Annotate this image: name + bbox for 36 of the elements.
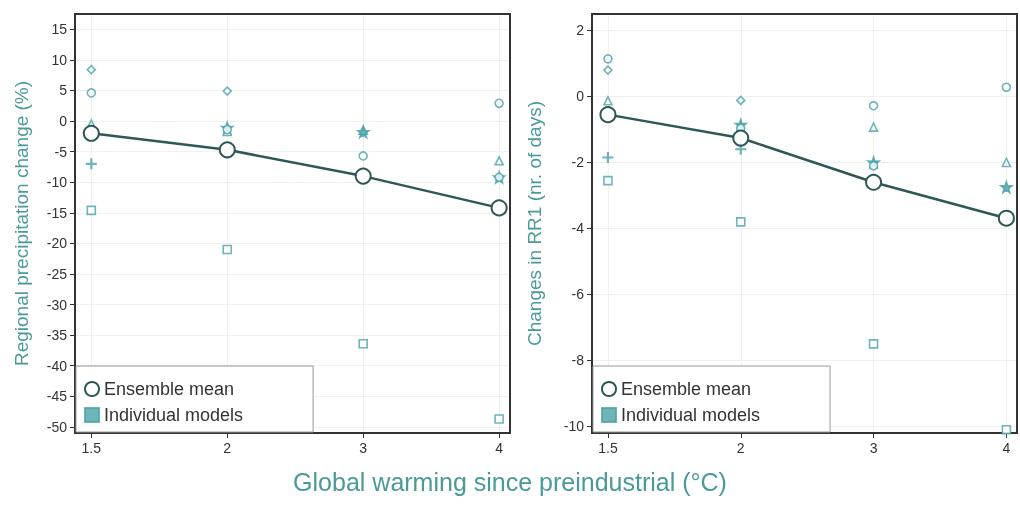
y-tick-label: 0 bbox=[576, 88, 585, 105]
y-tick-label: 5 bbox=[59, 82, 68, 99]
y-tick-label: -10 bbox=[563, 418, 585, 435]
x-tick-label: 4 bbox=[495, 440, 504, 456]
y-axis-title: Regional precipitation change (%) bbox=[11, 80, 32, 367]
y-tick-label: -15 bbox=[46, 204, 68, 221]
y-tick-label: -5 bbox=[54, 143, 68, 160]
y-tick-label: -10 bbox=[46, 174, 68, 191]
x-tick-label: 2 bbox=[736, 440, 745, 456]
y-tick-label: -6 bbox=[571, 286, 585, 303]
x-tick-label: 1.5 bbox=[81, 440, 102, 456]
y-axis-title: Changes in RR1 (nr. of days) bbox=[524, 100, 545, 347]
y-tick-label: -20 bbox=[46, 235, 68, 252]
y-tick-label: 15 bbox=[51, 21, 68, 38]
legend-label: Individual models bbox=[104, 405, 244, 425]
y-tick-label: -45 bbox=[46, 388, 68, 405]
x-tick-label: 2 bbox=[223, 440, 232, 456]
x-axis-title: Global warming since preindustrial (°C) bbox=[292, 468, 728, 497]
x-tick-label: 3 bbox=[359, 440, 368, 456]
x-tick-label: 4 bbox=[1002, 440, 1011, 456]
y-tick-label: -8 bbox=[571, 352, 585, 369]
y-tick-label: -35 bbox=[46, 327, 68, 344]
y-tick-label: 10 bbox=[51, 51, 68, 68]
legend-label: Ensemble mean bbox=[104, 379, 235, 399]
x-tick-label: 3 bbox=[869, 440, 878, 456]
y-tick-label: -50 bbox=[46, 418, 68, 435]
y-tick-label: -40 bbox=[46, 357, 68, 374]
y-tick-label: -25 bbox=[46, 265, 68, 282]
y-tick-label: -30 bbox=[46, 296, 68, 313]
x-tick-label: 1.5 bbox=[598, 440, 618, 456]
y-tick-label: 0 bbox=[59, 113, 68, 130]
y-tick-label: -2 bbox=[571, 154, 585, 171]
y-tick-label: -4 bbox=[571, 220, 585, 237]
legend-label: Individual models bbox=[621, 405, 761, 425]
legend-label: Ensemble mean bbox=[621, 379, 752, 399]
y-tick-label: 2 bbox=[576, 22, 585, 39]
